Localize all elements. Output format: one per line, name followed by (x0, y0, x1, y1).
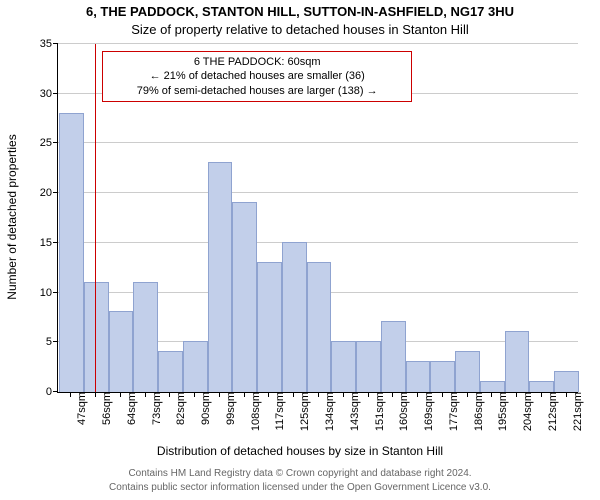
x-tick-label: 90sqm (198, 392, 212, 425)
x-tick-mark (318, 392, 319, 397)
x-tick-mark (516, 392, 517, 397)
x-tick-label: 143sqm (347, 392, 361, 431)
x-tick-mark (467, 392, 468, 397)
x-tick-label: 160sqm (396, 392, 410, 431)
histogram-bar (109, 311, 134, 392)
x-tick-label: 125sqm (297, 392, 311, 431)
gridline (58, 242, 578, 243)
x-tick-mark (70, 392, 71, 397)
y-tick-label: 25 (40, 137, 58, 149)
gridline (58, 142, 578, 143)
x-tick-mark (442, 392, 443, 397)
histogram-bar (282, 242, 307, 392)
x-tick-label: 169sqm (421, 392, 435, 431)
x-tick-mark (491, 392, 492, 397)
y-tick-label: 0 (46, 386, 58, 398)
x-tick-mark (368, 392, 369, 397)
x-tick-label: 82sqm (173, 392, 187, 425)
x-axis-label: Distribution of detached houses by size … (0, 444, 600, 458)
histogram-bar (257, 262, 282, 392)
y-tick-label: 15 (40, 237, 58, 249)
histogram-bar (59, 113, 84, 392)
histogram-bar (554, 371, 579, 392)
histogram-bar (480, 381, 505, 392)
x-tick-mark (169, 392, 170, 397)
histogram-bar (381, 321, 406, 392)
histogram-bar (331, 341, 356, 392)
histogram-bar (505, 331, 530, 392)
histogram-bar (158, 351, 183, 392)
gridline (58, 192, 578, 193)
x-tick-mark (219, 392, 220, 397)
x-tick-label: 64sqm (124, 392, 138, 425)
x-tick-mark (392, 392, 393, 397)
histogram-bar (232, 202, 257, 392)
histogram-chart: 6, THE PADDOCK, STANTON HILL, SUTTON-IN-… (0, 0, 600, 500)
plot-area: 0510152025303547sqm56sqm64sqm73sqm82sqm9… (57, 44, 578, 393)
histogram-bar (455, 351, 480, 392)
histogram-bar (529, 381, 554, 392)
x-tick-label: 99sqm (223, 392, 237, 425)
y-tick-label: 10 (40, 287, 58, 299)
footer-line-1: Contains HM Land Registry data © Crown c… (0, 468, 600, 479)
histogram-bar (307, 262, 332, 392)
chart-title-sub: Size of property relative to detached ho… (0, 22, 600, 37)
histogram-bar (430, 361, 455, 392)
histogram-bar (356, 341, 381, 392)
x-tick-label: 195sqm (495, 392, 509, 431)
x-tick-mark (417, 392, 418, 397)
x-tick-label: 47sqm (74, 392, 88, 425)
x-tick-label: 117sqm (272, 392, 286, 430)
x-tick-label: 204sqm (520, 392, 534, 431)
x-tick-label: 221sqm (570, 392, 584, 431)
gridline (58, 43, 578, 44)
x-tick-label: 134sqm (322, 392, 336, 431)
x-tick-label: 212sqm (545, 392, 559, 431)
x-tick-mark (244, 392, 245, 397)
x-tick-mark (566, 392, 567, 397)
x-tick-mark (268, 392, 269, 397)
y-tick-label: 20 (40, 187, 58, 199)
x-tick-mark (194, 392, 195, 397)
annotation-line: 79% of semi-detached houses are larger (… (109, 84, 405, 98)
x-tick-label: 177sqm (446, 392, 460, 431)
histogram-bar (208, 162, 233, 392)
x-tick-label: 73sqm (149, 392, 163, 425)
x-tick-mark (145, 392, 146, 397)
x-tick-label: 151sqm (372, 392, 386, 431)
histogram-bar (133, 282, 158, 392)
annotation-line: 6 THE PADDOCK: 60sqm (109, 55, 405, 69)
footer-line-2: Contains public sector information licen… (0, 482, 600, 493)
x-tick-mark (95, 392, 96, 397)
y-axis-label: Number of detached properties (5, 43, 19, 391)
y-tick-label: 30 (40, 88, 58, 100)
annotation-box: 6 THE PADDOCK: 60sqm← 21% of detached ho… (102, 51, 412, 102)
x-tick-mark (293, 392, 294, 397)
chart-title-main: 6, THE PADDOCK, STANTON HILL, SUTTON-IN-… (0, 4, 600, 19)
histogram-bar (183, 341, 208, 392)
x-tick-label: 56sqm (99, 392, 113, 425)
x-tick-label: 108sqm (248, 392, 262, 431)
y-tick-label: 5 (46, 336, 58, 348)
annotation-line: ← 21% of detached houses are smaller (36… (109, 69, 405, 83)
x-tick-label: 186sqm (471, 392, 485, 431)
x-tick-mark (120, 392, 121, 397)
histogram-bar (406, 361, 431, 392)
property-marker-line (95, 44, 96, 392)
y-tick-label: 35 (40, 38, 58, 50)
x-tick-mark (541, 392, 542, 397)
x-tick-mark (343, 392, 344, 397)
